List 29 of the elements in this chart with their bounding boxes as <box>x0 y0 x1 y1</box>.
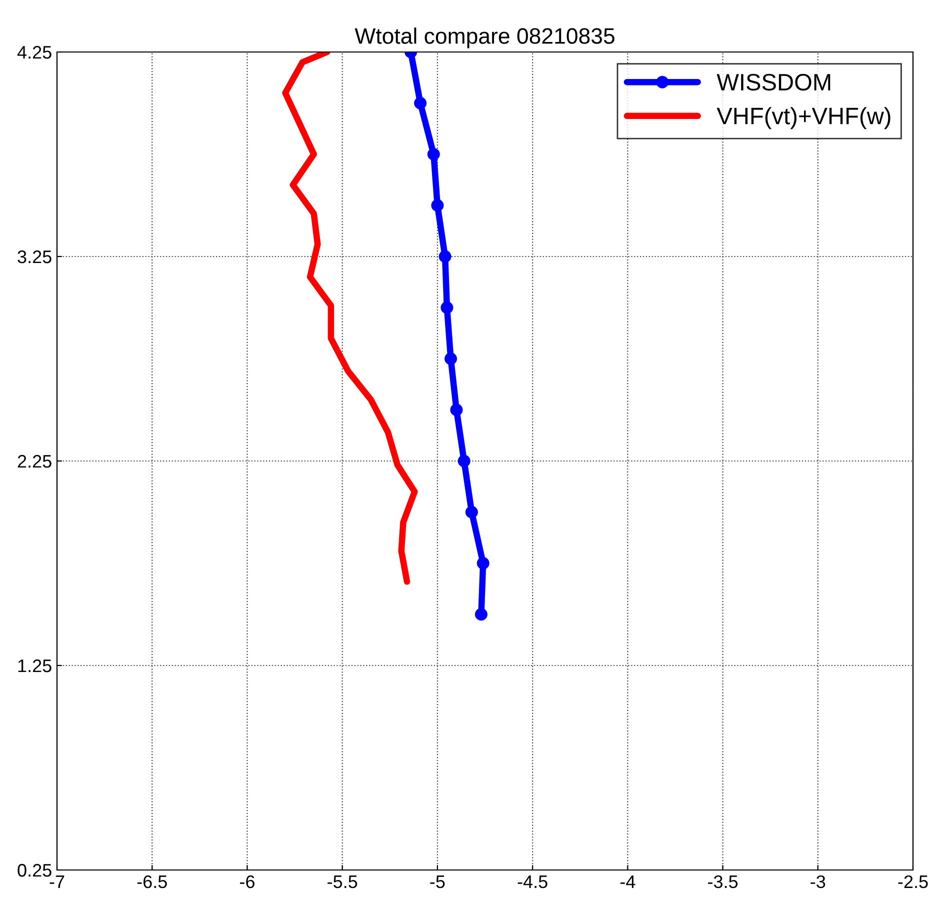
y-tick-label: 2.25 <box>18 454 52 468</box>
legend-label: VHF(vt)+VHF(w) <box>716 107 890 130</box>
point <box>458 454 470 468</box>
legend-label: WISSDOM <box>716 74 830 91</box>
point <box>476 557 490 570</box>
x-tick-label: -4 <box>620 876 636 888</box>
point <box>431 199 444 212</box>
point <box>465 506 478 518</box>
chart-title: Wtotal compare 08210835 <box>354 28 614 48</box>
x-tick-label: -3.5 <box>708 875 738 888</box>
point <box>450 404 463 416</box>
x-tick-label: -5.5 <box>328 876 358 888</box>
point <box>438 250 452 263</box>
point <box>427 148 440 160</box>
point <box>414 96 427 110</box>
y-tick-label: 4.25 <box>17 46 52 59</box>
x-tick-label: -7 <box>50 876 64 888</box>
y-tick-label: 3.25 <box>18 250 52 264</box>
point <box>444 352 458 365</box>
point <box>440 301 454 314</box>
x-tick-label: -6.5 <box>137 875 167 888</box>
x-tick-label: -3 <box>810 875 826 888</box>
x-tick-label: -5 <box>430 876 445 888</box>
point <box>474 608 488 621</box>
x-tick-label: -6 <box>240 875 254 888</box>
y-tick-label: 1.25 <box>18 659 52 672</box>
x-tick-label: -2.5 <box>898 875 928 888</box>
y-tick-label: 0.25 <box>18 864 52 877</box>
x-tick-label: -4.5 <box>518 876 548 888</box>
